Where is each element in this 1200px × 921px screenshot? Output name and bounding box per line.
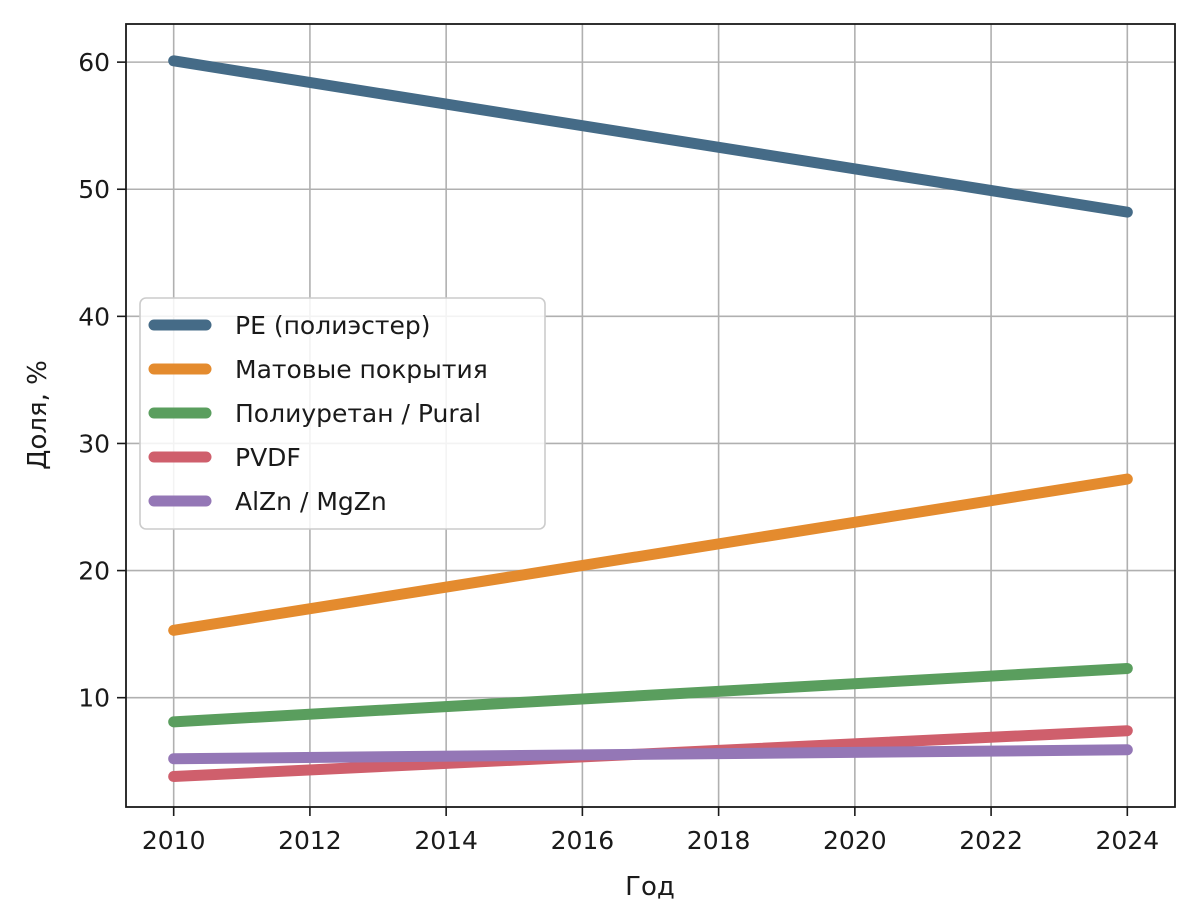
legend-label: PVDF: [235, 443, 301, 472]
legend-label: Матовые покрытия: [235, 355, 488, 384]
x-axis-title: Год: [625, 872, 675, 902]
series-line-5: [168, 744, 1133, 765]
x-tick-label: 2022: [959, 826, 1023, 855]
x-tick-label: 2014: [414, 826, 478, 855]
axis-ticks: 2010 2012 2014 2016 2018 2020 2022 2024 10 20 30 40…: [78, 48, 1159, 855]
series-line-1: [168, 55, 1133, 218]
legend-label: PE (полиэстер): [235, 311, 430, 340]
plot-frame: [125, 23, 1176, 808]
legend-label: AlZn / MgZn: [235, 487, 387, 516]
y-axis-title: Доля, %: [23, 360, 53, 470]
y-tick-label: 20: [78, 557, 110, 586]
legend-entries: PE (полиэстер) Матовые покрытия Полиуретан…: [148, 311, 488, 516]
y-tick-label: 10: [78, 684, 110, 713]
legend: PE (полиэстер) Матовые покрытия Полиуретан…: [139, 297, 546, 530]
y-tick-label: 40: [78, 302, 110, 331]
y-tick-label: 50: [78, 175, 110, 204]
x-tick-label: 2018: [687, 826, 751, 855]
legend-label: Полиуретан / Pural: [235, 399, 481, 428]
y-tick-label: 60: [78, 48, 110, 77]
legend-box: [139, 297, 546, 530]
series-lines: [168, 55, 1133, 782]
series-line-2: [168, 473, 1133, 636]
x-tick-label: 2012: [278, 826, 342, 855]
x-tick-label: 2016: [551, 826, 615, 855]
series-line-3: [168, 662, 1133, 728]
x-tick-label: 2024: [1096, 826, 1160, 855]
y-tick-label: 30: [78, 429, 110, 458]
x-tick-label: 2020: [823, 826, 887, 855]
x-tick-label: 2010: [142, 826, 206, 855]
